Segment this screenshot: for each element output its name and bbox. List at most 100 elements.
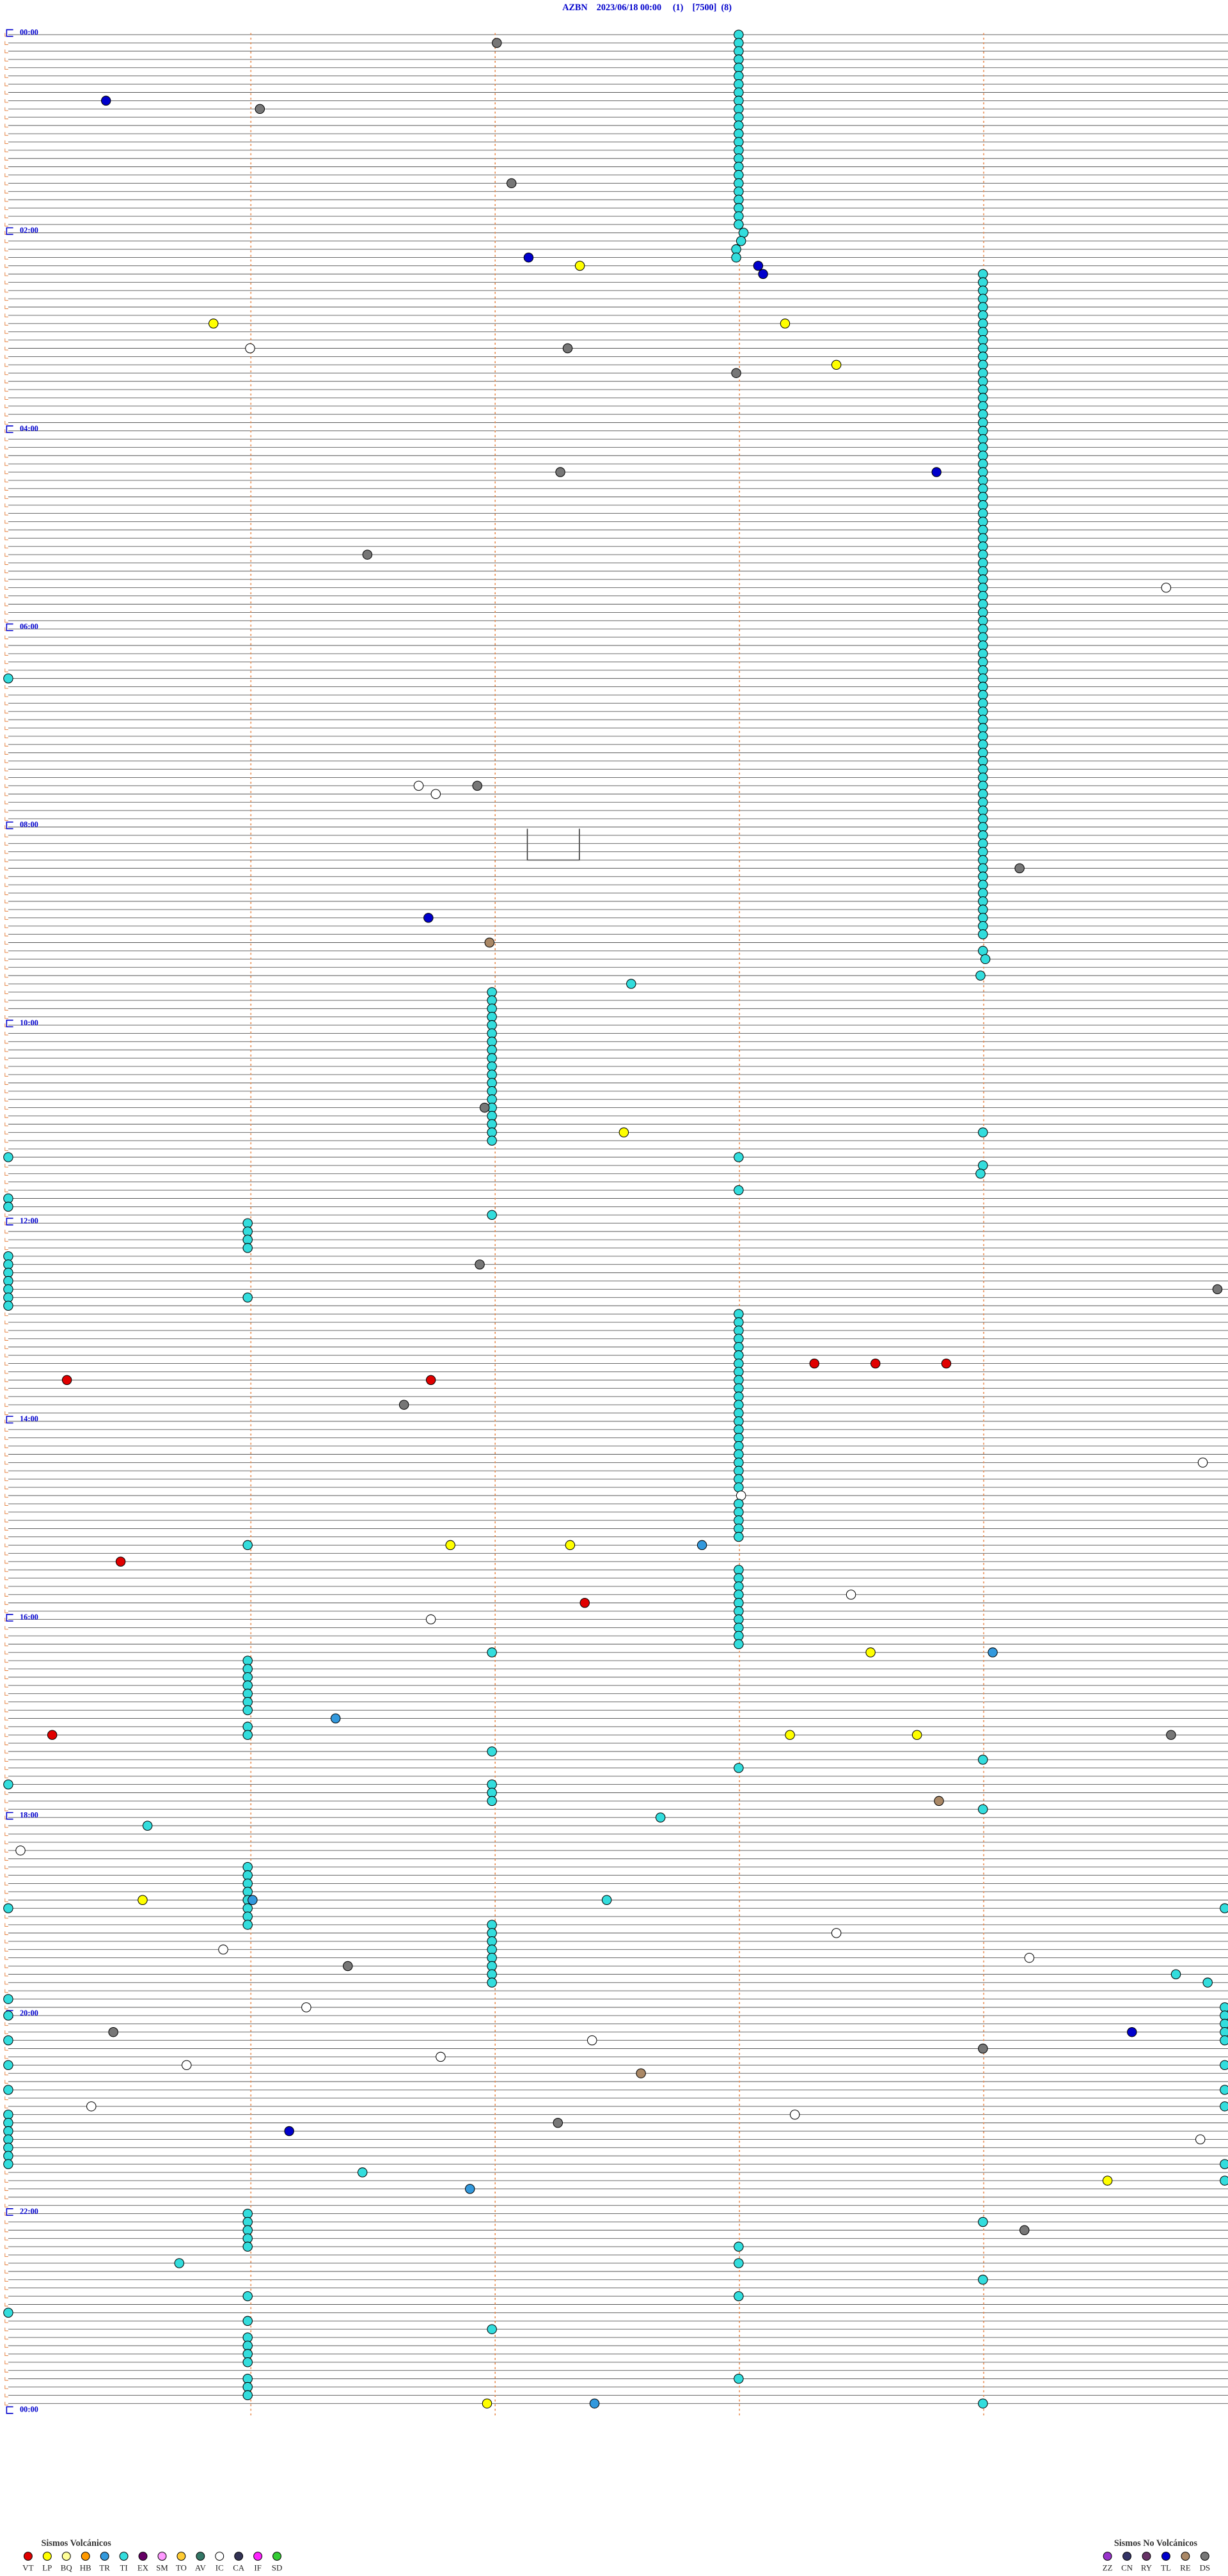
row-tick — [4, 800, 8, 805]
row-tick — [4, 1964, 8, 1968]
row-tick — [4, 239, 8, 243]
row-tick — [4, 528, 8, 532]
event — [978, 706, 988, 716]
event — [242, 2233, 253, 2244]
event — [3, 673, 13, 684]
row-tick — [4, 578, 8, 581]
row-tick — [4, 2270, 8, 2273]
event — [487, 1746, 497, 1757]
event — [242, 2225, 253, 2236]
event — [734, 79, 744, 90]
event — [242, 1870, 253, 1881]
event — [487, 1078, 497, 1088]
row-tick — [4, 999, 8, 1002]
event — [601, 1895, 612, 1905]
event — [975, 970, 986, 981]
event — [978, 2275, 988, 2285]
event — [978, 360, 988, 370]
event — [3, 1193, 13, 1204]
row-tick — [4, 1073, 8, 1077]
event — [242, 1705, 253, 1716]
row-tick — [4, 1733, 8, 1737]
event — [487, 1119, 497, 1130]
event — [487, 1779, 497, 1790]
row-tick — [4, 1799, 8, 1803]
event — [1220, 2002, 1228, 2012]
row-tick — [4, 899, 8, 904]
event — [3, 1259, 13, 1270]
row-tick — [4, 1386, 8, 1391]
row-tick — [4, 1436, 8, 1440]
event — [487, 1647, 497, 1657]
event — [978, 896, 988, 906]
row-tick — [4, 248, 8, 251]
event — [445, 1540, 455, 1551]
row-tick — [4, 792, 8, 796]
row-tick — [4, 2179, 8, 2183]
event — [61, 1375, 72, 1386]
event — [3, 2035, 13, 2046]
event — [734, 1622, 744, 1633]
event — [484, 937, 495, 948]
row-tick — [4, 115, 8, 120]
event — [978, 541, 988, 551]
event — [487, 1028, 497, 1039]
event — [242, 2382, 253, 2392]
hour-bracket — [6, 29, 13, 37]
row-tick — [4, 619, 8, 623]
row-tick — [4, 775, 8, 780]
row-tick — [4, 1725, 8, 1729]
event — [911, 1730, 922, 1740]
row-tick — [4, 396, 8, 400]
row-tick — [4, 610, 8, 615]
event — [978, 863, 988, 874]
event — [978, 921, 988, 931]
event — [978, 376, 988, 386]
event — [487, 1127, 497, 1138]
row-tick — [4, 2360, 8, 2364]
event — [978, 772, 988, 783]
event — [734, 63, 744, 73]
row-tick — [4, 734, 8, 739]
hour-bracket — [6, 227, 13, 235]
row-tick — [4, 1477, 8, 1482]
row-tick — [4, 784, 8, 788]
row-tick — [4, 198, 8, 202]
event — [734, 1531, 744, 1542]
event — [1019, 2225, 1030, 2236]
event — [242, 1218, 253, 1228]
row-tick — [4, 255, 8, 260]
row-tick — [4, 1519, 8, 1522]
legend-code: AV — [195, 2563, 207, 2572]
row-tick — [4, 957, 8, 961]
event — [413, 780, 424, 791]
event — [100, 95, 111, 106]
event — [242, 1243, 253, 1253]
event — [242, 2216, 253, 2227]
event — [174, 2258, 185, 2268]
row-tick — [4, 1139, 8, 1143]
event — [978, 302, 988, 312]
row-tick — [4, 949, 8, 953]
row-tick — [4, 2253, 8, 2257]
event — [978, 351, 988, 362]
event — [978, 846, 988, 857]
row-tick — [4, 1469, 8, 1473]
row-tick — [4, 2401, 8, 2406]
event — [398, 1400, 409, 1410]
event — [785, 1730, 795, 1740]
row-tick — [4, 1354, 8, 1357]
row-tick — [4, 817, 8, 821]
event — [978, 500, 988, 510]
event — [978, 269, 988, 280]
row-tick — [4, 2096, 8, 2101]
row-tick — [4, 297, 8, 301]
hour-bracket — [6, 1416, 13, 1424]
event — [479, 1102, 490, 1113]
row-tick — [4, 2030, 8, 2034]
row-tick — [4, 1865, 8, 1869]
row-tick — [4, 1238, 8, 1242]
row-tick — [4, 1164, 8, 1167]
event — [978, 450, 988, 461]
legend-code: TR — [99, 2563, 110, 2572]
